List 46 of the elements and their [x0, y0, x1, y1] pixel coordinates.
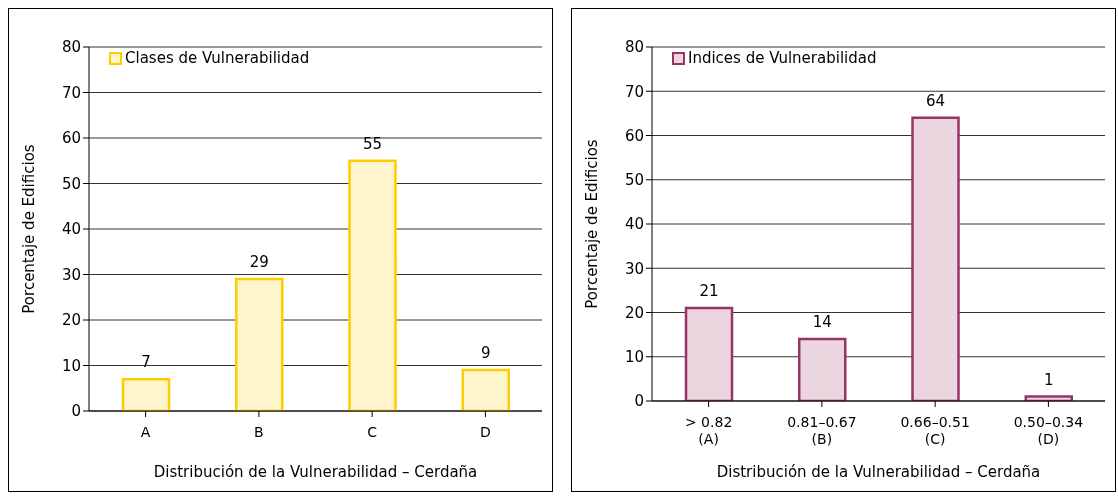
data-label: 1: [1043, 370, 1054, 389]
bar: [461, 368, 510, 411]
y-tick-label: 70: [624, 82, 644, 101]
x-tick-label: D: [479, 424, 491, 440]
legend-label: Clases de Vulnerabilidad: [125, 49, 310, 67]
y-axis-title: Porcentaje de Edificios: [583, 139, 602, 309]
y-tick-label: 70: [61, 83, 81, 102]
bar: [235, 277, 284, 411]
x-axis-title: Distribución de la Vulnerabilidad – Cerdaña: [716, 463, 1041, 481]
x-tick-label: 0.81–0.67 (B): [787, 414, 857, 447]
data-label: 9: [480, 344, 491, 363]
y-tick-label: 40: [61, 220, 81, 239]
y-tick-label: 0: [71, 402, 81, 421]
y-tick-label: 0: [634, 392, 644, 411]
y-tick-label: 60: [624, 126, 644, 145]
y-tick-label: 20: [624, 303, 644, 322]
data-label: 64: [925, 91, 946, 110]
y-tick-label: 80: [61, 38, 81, 57]
y-tick-label: 60: [61, 129, 81, 148]
x-tick-label: C: [367, 424, 378, 440]
x-tick-label: 0.50–0.34 (D): [1013, 414, 1084, 447]
data-label: 29: [249, 253, 269, 272]
x-axis-title: Distribución de la Vulnerabilidad – Cerdaña: [153, 463, 478, 481]
y-tick-label: 20: [61, 311, 81, 330]
y-tick-label: 50: [624, 171, 644, 190]
x-tick-label: > 0.82 (A): [684, 414, 733, 447]
y-tick-label: 30: [624, 259, 644, 278]
bar: [684, 306, 734, 401]
bar: [798, 337, 847, 401]
x-tick-label: A: [140, 424, 151, 440]
bar: [911, 116, 960, 401]
data-label: 21: [699, 282, 719, 301]
y-tick-label: 50: [61, 174, 81, 193]
legend-label: Indices de Vulnerabilidad: [688, 49, 877, 67]
x-tick-label: 0.66–0.51 (C): [900, 414, 970, 447]
y-tick-label: 30: [61, 265, 81, 284]
y-tick-label: 10: [61, 356, 81, 375]
bar: [348, 159, 397, 411]
data-label: 55: [362, 134, 383, 153]
y-tick-label: 10: [624, 348, 644, 367]
data-label: 14: [812, 313, 832, 332]
bar: [121, 377, 171, 411]
y-axis-title: Porcentaje de Edificios: [20, 144, 39, 314]
x-tick-label: B: [254, 424, 264, 440]
y-tick-label: 40: [624, 215, 644, 234]
y-tick-label: 80: [624, 38, 644, 57]
